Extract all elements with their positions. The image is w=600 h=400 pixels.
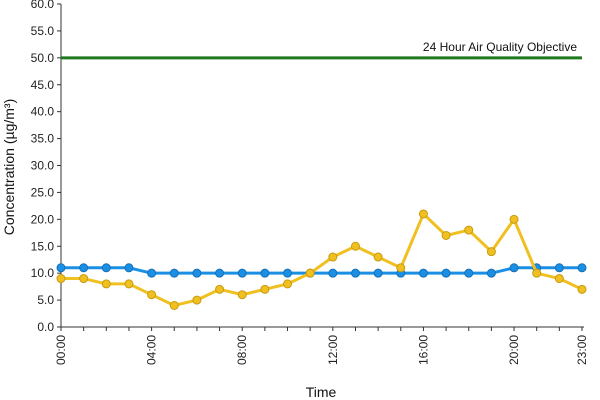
y-tick-label: 15.0 [31, 239, 55, 253]
data-point [169, 268, 179, 278]
series-line [61, 266, 582, 275]
data-point [101, 263, 111, 273]
data-point [418, 209, 428, 219]
data-point [237, 268, 247, 278]
y-tick-label: 20.0 [31, 212, 55, 226]
data-point [124, 263, 134, 273]
data-point [147, 290, 157, 300]
data-point [79, 263, 89, 273]
data-point [305, 268, 315, 278]
series-group [56, 209, 587, 310]
data-point [532, 268, 542, 278]
data-point [350, 241, 360, 251]
data-point [373, 268, 383, 278]
series-line [61, 212, 583, 307]
data-point [464, 225, 474, 235]
data-point [192, 295, 202, 305]
data-point [509, 214, 519, 224]
data-point [192, 268, 202, 278]
reference-line-group: 24 Hour Air Quality Objective [61, 40, 582, 60]
y-tick-label: 50.0 [31, 51, 55, 65]
x-tick-label: 08:00 [235, 335, 249, 365]
y-tick-label: 55.0 [31, 24, 55, 38]
y-tick-label: 30.0 [31, 159, 55, 173]
y-tick-label: 25.0 [31, 185, 55, 199]
data-point [260, 268, 270, 278]
x-tick-label: 00:00 [54, 335, 68, 365]
x-tick-label: 23:00 [575, 335, 589, 365]
objective-label: 24 Hour Air Quality Objective [423, 40, 577, 54]
y-tick-label: 60.0 [31, 0, 55, 11]
data-point [577, 284, 587, 294]
data-point [56, 263, 66, 273]
x-axis-title: Time [306, 384, 337, 400]
data-point [486, 247, 496, 257]
data-point [147, 268, 157, 278]
data-point [101, 279, 111, 289]
y-tick-label: 35.0 [31, 132, 55, 146]
y-axis-title: Concentration (µg/m³) [1, 99, 17, 235]
data-point [509, 263, 519, 273]
data-point [237, 290, 247, 300]
y-tick-label: 40.0 [31, 105, 55, 119]
y-tick-label: 0.0 [37, 320, 54, 334]
data-point [418, 268, 428, 278]
data-point [486, 268, 496, 278]
data-point [554, 263, 564, 273]
data-point [373, 252, 383, 262]
x-tick-label: 12:00 [326, 335, 340, 365]
data-point [577, 263, 587, 273]
data-point [328, 252, 338, 262]
data-point [554, 274, 564, 284]
x-tick-label: 04:00 [145, 335, 159, 365]
x-tick-label: 20:00 [507, 335, 521, 365]
data-point [169, 300, 179, 310]
y-tick-label: 10.0 [31, 266, 55, 280]
data-point [215, 284, 225, 294]
data-point [56, 274, 66, 284]
data-point [441, 230, 451, 240]
data-point [464, 268, 474, 278]
data-point [350, 268, 360, 278]
data-point [328, 268, 338, 278]
data-point [260, 284, 270, 294]
data-point [124, 279, 134, 289]
data-point [396, 263, 406, 273]
y-tick-label: 45.0 [31, 78, 55, 92]
series-1 [56, 209, 587, 310]
x-tick-label: 16:00 [416, 335, 430, 365]
data-point [283, 279, 293, 289]
y-axis: 0.0 5.0 10.0 15.0 20.0 25.0 30.0 35.0 40.0 45.0 50… [31, 0, 62, 334]
y-tick-label: 5.0 [37, 293, 54, 307]
x-axis: 00:00 04:00 08:00 12:00 16:00 20:00 23:00 [54, 326, 589, 365]
data-point [283, 268, 293, 278]
data-point [215, 268, 225, 278]
data-point [441, 268, 451, 278]
data-point [79, 274, 89, 284]
